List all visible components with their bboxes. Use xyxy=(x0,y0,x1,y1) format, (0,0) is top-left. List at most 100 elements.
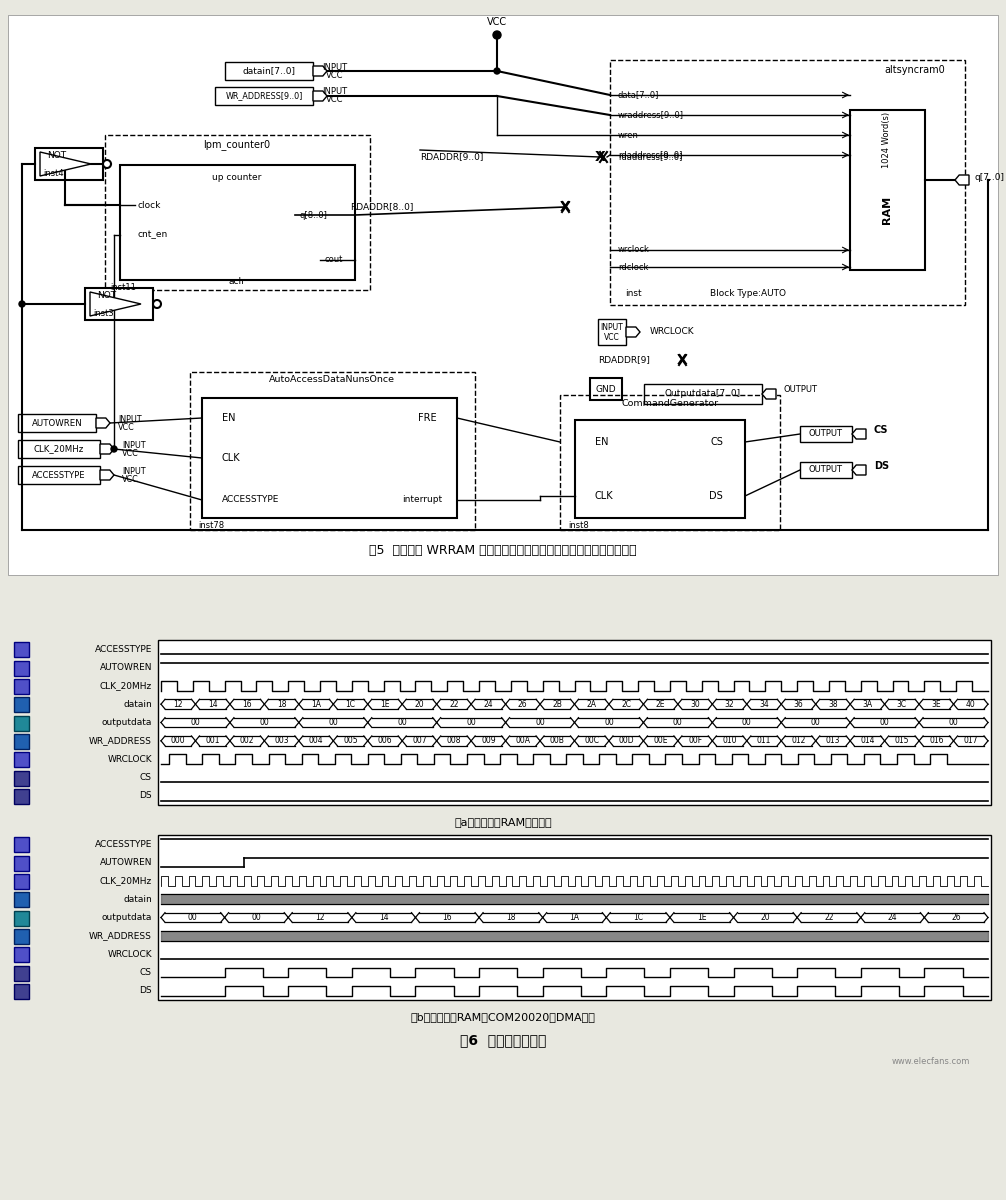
Text: 2B: 2B xyxy=(552,700,562,709)
Bar xyxy=(850,110,925,270)
Text: 00: 00 xyxy=(949,718,959,727)
Circle shape xyxy=(494,68,500,74)
Text: AUTOWREN: AUTOWREN xyxy=(100,662,152,672)
Text: INPUT: INPUT xyxy=(118,414,142,424)
Text: wrclock: wrclock xyxy=(618,246,650,254)
Bar xyxy=(105,134,370,290)
Text: WRCLOCK: WRCLOCK xyxy=(108,755,152,763)
Text: data[7..0]: data[7..0] xyxy=(618,90,659,100)
Polygon shape xyxy=(40,152,91,176)
Text: rdaddress[9..0]: rdaddress[9..0] xyxy=(618,150,682,160)
Text: datain[7..0]: datain[7..0] xyxy=(242,66,296,76)
Text: 001: 001 xyxy=(205,737,220,745)
Text: 006: 006 xyxy=(377,737,392,745)
Bar xyxy=(800,462,852,478)
Polygon shape xyxy=(100,444,114,454)
Bar xyxy=(598,319,626,346)
Polygon shape xyxy=(955,175,969,185)
Text: 30: 30 xyxy=(690,700,700,709)
Text: GND: GND xyxy=(596,384,617,394)
Text: Block Type:AUTO: Block Type:AUTO xyxy=(710,288,786,298)
Bar xyxy=(14,966,29,980)
Bar xyxy=(35,148,103,180)
Text: INPUT: INPUT xyxy=(122,467,146,475)
Bar xyxy=(14,770,29,786)
Text: wren: wren xyxy=(618,131,639,139)
Text: 18: 18 xyxy=(277,700,287,709)
Text: 00D: 00D xyxy=(619,737,634,745)
Text: 1024 Word(s): 1024 Word(s) xyxy=(882,112,891,168)
Polygon shape xyxy=(762,389,776,398)
Text: DS: DS xyxy=(140,986,152,995)
Text: 00: 00 xyxy=(535,718,545,727)
Text: WR_ADDRESS: WR_ADDRESS xyxy=(90,737,152,745)
Polygon shape xyxy=(313,66,327,76)
Text: inst11: inst11 xyxy=(110,282,136,292)
Text: 00: 00 xyxy=(741,718,751,727)
Bar xyxy=(202,398,457,518)
Circle shape xyxy=(103,160,111,168)
Bar xyxy=(158,835,991,1000)
Polygon shape xyxy=(313,91,327,101)
Text: CS: CS xyxy=(140,773,152,782)
Text: 015: 015 xyxy=(894,737,909,745)
Bar xyxy=(225,62,313,80)
Text: RDADDR[8..0]: RDADDR[8..0] xyxy=(350,203,413,211)
Text: 004: 004 xyxy=(309,737,323,745)
Text: 24: 24 xyxy=(887,913,897,922)
Text: WRCLOCK: WRCLOCK xyxy=(108,949,152,959)
Text: outputdata: outputdata xyxy=(102,913,152,922)
Text: inst8: inst8 xyxy=(568,521,589,529)
Text: X: X xyxy=(595,150,606,164)
Text: 011: 011 xyxy=(757,737,772,745)
Text: 008: 008 xyxy=(447,737,461,745)
Text: 2E: 2E xyxy=(656,700,665,709)
Text: WR_ADDRESS[9..0]: WR_ADDRESS[9..0] xyxy=(225,91,303,101)
Bar xyxy=(14,660,29,676)
Bar xyxy=(800,426,852,442)
Text: 000: 000 xyxy=(171,737,185,745)
Text: aclr: aclr xyxy=(228,277,245,287)
Text: ACCESSTYPE: ACCESSTYPE xyxy=(95,840,152,848)
Text: datain: datain xyxy=(124,700,152,709)
Text: INPUT: INPUT xyxy=(122,440,146,450)
Text: datain: datain xyxy=(124,895,152,904)
Text: q[8..0]: q[8..0] xyxy=(300,210,328,220)
Text: INPUT: INPUT xyxy=(601,323,624,331)
Text: EN: EN xyxy=(222,413,235,422)
Polygon shape xyxy=(96,418,110,428)
Bar xyxy=(85,288,153,320)
Text: 3E: 3E xyxy=(932,700,942,709)
Text: WRCLOCK: WRCLOCK xyxy=(650,328,694,336)
Text: 40: 40 xyxy=(966,700,976,709)
Text: rdclock: rdclock xyxy=(618,263,649,271)
Text: INPUT: INPUT xyxy=(323,62,347,72)
Text: CLK_20MHz: CLK_20MHz xyxy=(100,682,152,690)
Text: WR_ADDRESS: WR_ADDRESS xyxy=(90,931,152,941)
Text: wraddress[9..0]: wraddress[9..0] xyxy=(618,110,684,120)
Text: 009: 009 xyxy=(481,737,496,745)
Text: 00: 00 xyxy=(811,718,821,727)
Bar xyxy=(644,384,762,404)
Text: 26: 26 xyxy=(952,913,961,922)
Text: altsyncram0: altsyncram0 xyxy=(884,65,946,74)
Text: VCC: VCC xyxy=(326,96,344,104)
Text: inst78: inst78 xyxy=(198,521,224,529)
Text: 00: 00 xyxy=(252,913,262,922)
Bar xyxy=(14,892,29,907)
Text: inst3: inst3 xyxy=(93,308,114,318)
Bar xyxy=(18,466,100,484)
Text: AutoAccessDataNunsOnce: AutoAccessDataNunsOnce xyxy=(269,376,395,384)
Text: VCC: VCC xyxy=(487,17,507,26)
Circle shape xyxy=(493,31,501,38)
Text: 010: 010 xyxy=(722,737,736,745)
Text: NOT: NOT xyxy=(47,151,66,161)
Polygon shape xyxy=(852,428,866,439)
Text: lpm_counter0: lpm_counter0 xyxy=(203,139,271,150)
Text: outputdata: outputdata xyxy=(102,718,152,727)
Text: 00: 00 xyxy=(397,718,407,727)
Text: 20: 20 xyxy=(761,913,771,922)
Text: 1E: 1E xyxy=(380,700,389,709)
Bar xyxy=(158,640,991,805)
Text: 00F: 00F xyxy=(688,737,702,745)
